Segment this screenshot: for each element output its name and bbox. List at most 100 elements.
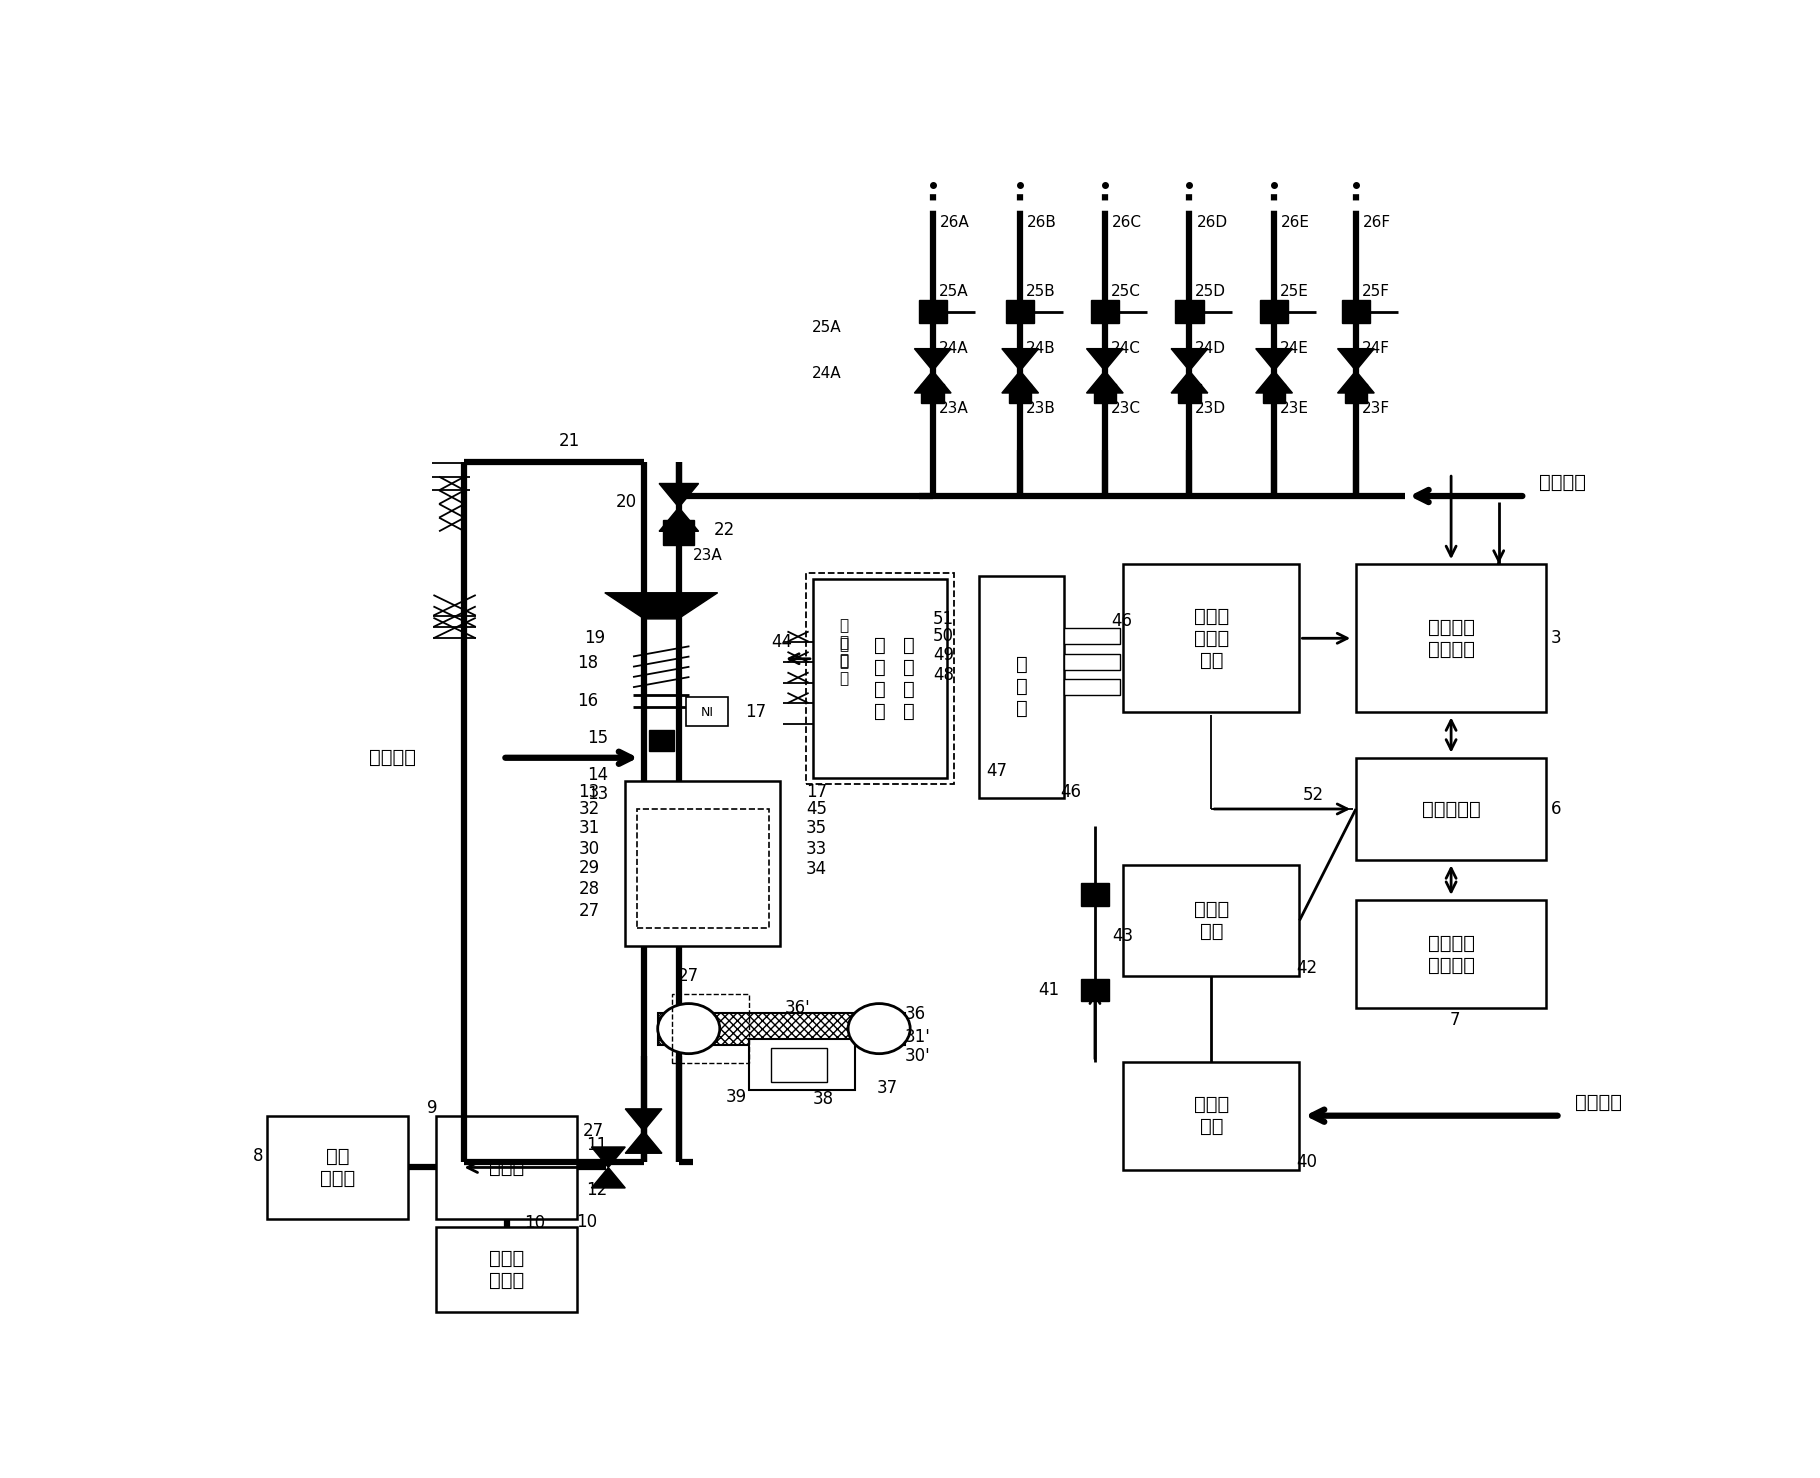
Text: 压缩空气: 压缩空气	[368, 748, 415, 767]
Bar	[1008, 384, 1032, 402]
Polygon shape	[604, 593, 717, 619]
Bar	[814, 579, 946, 779]
Bar	[648, 730, 673, 751]
Text: 33: 33	[806, 840, 826, 857]
Text: 23A: 23A	[939, 401, 968, 415]
Text: 51: 51	[934, 610, 954, 628]
Bar	[437, 1116, 577, 1219]
Text: 图像采
集控制
电路: 图像采 集控制 电路	[1194, 607, 1228, 670]
Text: 24D: 24D	[1196, 340, 1227, 356]
Text: 37: 37	[877, 1079, 897, 1097]
Text: 25B: 25B	[1026, 284, 1056, 299]
Polygon shape	[1338, 349, 1374, 371]
Text: 25F: 25F	[1361, 284, 1389, 299]
Bar	[1259, 300, 1289, 324]
Text: 收尘器: 收尘器	[490, 1157, 524, 1176]
Text: 15: 15	[588, 730, 608, 748]
Text: 44: 44	[772, 633, 792, 650]
Text: 17: 17	[744, 704, 766, 721]
Bar	[662, 520, 695, 545]
Text: 23D: 23D	[1196, 401, 1227, 415]
Text: 8: 8	[253, 1147, 264, 1165]
Text: 19: 19	[584, 630, 604, 647]
Text: 28: 28	[579, 879, 601, 897]
Text: 18: 18	[577, 655, 597, 672]
Polygon shape	[626, 1131, 662, 1153]
Text: 24A: 24A	[939, 340, 968, 356]
Text: 压缩空气: 压缩空气	[1574, 1092, 1622, 1111]
Text: 25A: 25A	[812, 321, 841, 336]
Text: 34: 34	[806, 860, 826, 878]
Text: 24C: 24C	[1110, 340, 1141, 356]
Text: NI: NI	[701, 706, 713, 718]
Text: 41: 41	[1039, 981, 1059, 999]
Polygon shape	[1338, 371, 1374, 393]
Text: 25C: 25C	[1110, 284, 1141, 299]
Text: 23C: 23C	[1110, 401, 1141, 415]
Polygon shape	[914, 371, 952, 393]
Text: 23E: 23E	[1279, 401, 1309, 415]
Text: 24F: 24F	[1361, 340, 1389, 356]
Bar	[921, 384, 945, 402]
Text: 26A: 26A	[939, 216, 970, 231]
Text: 27: 27	[679, 967, 699, 986]
Bar	[1081, 882, 1108, 906]
Text: 47: 47	[986, 763, 1006, 780]
Text: 13: 13	[588, 785, 608, 803]
Text: 24B: 24B	[1026, 340, 1056, 356]
Text: 10: 10	[577, 1213, 597, 1231]
Text: 过滤减
压器: 过滤减 压器	[1194, 1095, 1228, 1137]
Bar	[1094, 384, 1116, 402]
Text: 39: 39	[726, 1088, 746, 1106]
Text: 48: 48	[934, 665, 954, 684]
Text: 27: 27	[579, 903, 601, 921]
Text: 32: 32	[579, 800, 601, 817]
Text: 27: 27	[582, 1122, 604, 1140]
Text: 远程信号
传输接口: 远程信号 传输接口	[1427, 934, 1474, 974]
Bar	[637, 808, 770, 928]
Text: 38: 38	[814, 1091, 834, 1108]
Bar	[1090, 300, 1119, 324]
Polygon shape	[1256, 371, 1292, 393]
Polygon shape	[1256, 349, 1292, 371]
Polygon shape	[592, 1147, 626, 1168]
Text: 14: 14	[588, 766, 608, 783]
Text: 45: 45	[806, 800, 826, 817]
Bar	[657, 1012, 905, 1045]
Polygon shape	[659, 507, 699, 531]
Text: 46: 46	[1112, 612, 1132, 630]
Text: 23F: 23F	[1361, 401, 1390, 415]
Text: 信号采集
控制模块: 信号采集 控制模块	[1427, 618, 1474, 659]
Text: 6: 6	[1551, 800, 1562, 817]
Polygon shape	[1170, 349, 1208, 371]
Text: 29: 29	[579, 859, 601, 876]
Text: 22: 22	[713, 522, 735, 539]
Text: 25A: 25A	[939, 284, 968, 299]
Text: 25E: 25E	[1279, 284, 1309, 299]
Polygon shape	[659, 483, 699, 507]
Text: 17: 17	[806, 783, 826, 801]
Bar	[1356, 758, 1547, 860]
Text: 42: 42	[1296, 959, 1318, 977]
Text: 49: 49	[934, 646, 954, 664]
Text: 46: 46	[1061, 783, 1081, 801]
Bar	[1341, 300, 1370, 324]
Text: 脉
冲
激: 脉 冲 激	[839, 637, 848, 686]
Text: 26E: 26E	[1281, 216, 1310, 231]
Text: 多
色
仪: 多 色 仪	[1016, 655, 1028, 718]
Text: 10: 10	[524, 1213, 544, 1231]
Bar	[672, 995, 750, 1063]
Text: 26F: 26F	[1363, 216, 1390, 231]
Text: 12: 12	[586, 1181, 608, 1199]
Bar	[1263, 384, 1285, 402]
Text: 13: 13	[579, 783, 601, 801]
Text: 31: 31	[579, 819, 601, 838]
Text: 16: 16	[577, 692, 597, 709]
Bar	[1345, 384, 1367, 402]
Text: 26B: 26B	[1026, 216, 1057, 231]
Text: 52: 52	[1303, 786, 1325, 804]
Text: 50: 50	[934, 627, 954, 644]
Bar	[686, 698, 728, 726]
Text: 31': 31'	[905, 1027, 930, 1045]
Bar	[919, 300, 946, 324]
